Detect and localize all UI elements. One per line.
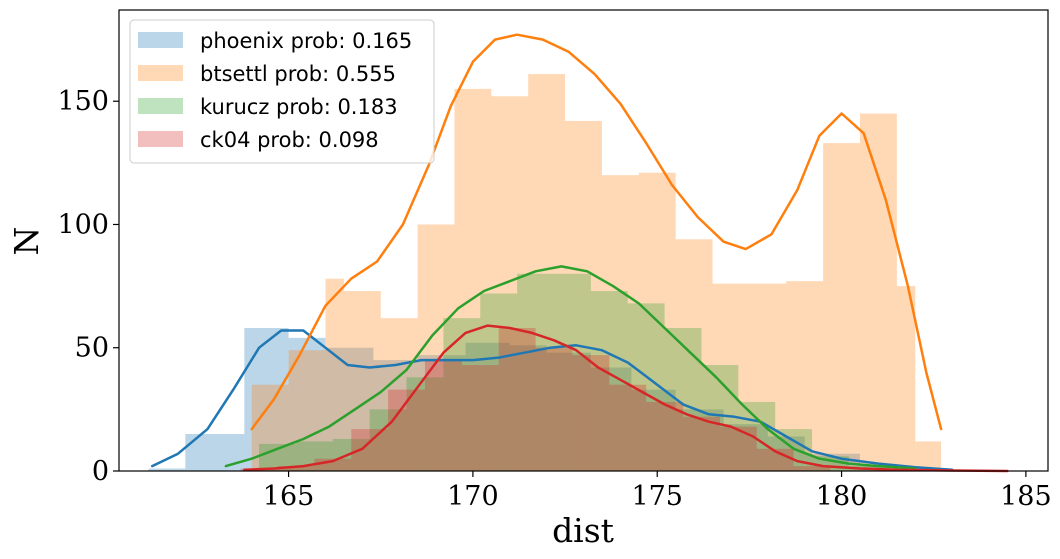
hist-bar-1-2 bbox=[325, 278, 344, 471]
hist-bar-2-7 bbox=[517, 273, 555, 471]
legend-label-1: btsettl prob: 0.555 bbox=[200, 62, 396, 86]
hist-bar-2-3 bbox=[369, 409, 407, 471]
hist-bar-3-12 bbox=[683, 416, 720, 471]
legend-label-0: phoenix prob: 0.165 bbox=[200, 29, 412, 53]
hist-bar-2-6 bbox=[480, 293, 518, 471]
hist-bar-1-7 bbox=[491, 96, 529, 472]
hist-bar-3-7 bbox=[498, 328, 536, 471]
x-tick-label-0: 165 bbox=[263, 481, 315, 512]
legend-swatch-1 bbox=[138, 65, 183, 81]
plot-frame bbox=[118, 9, 1049, 472]
kde-curves bbox=[150, 33, 1009, 473]
hist-bar-1-19 bbox=[915, 441, 942, 471]
hist-bar-1-1 bbox=[288, 350, 326, 471]
legend-frame bbox=[129, 19, 435, 164]
hist-bar-0-0 bbox=[148, 468, 186, 471]
hist-bar-0-10 bbox=[590, 367, 632, 471]
x-axis-title: dist bbox=[552, 511, 614, 550]
hist-bar-3-6 bbox=[461, 364, 499, 471]
x-tick-label-2: 175 bbox=[631, 481, 683, 512]
legend-label-3: ck04 prob: 0.098 bbox=[200, 128, 379, 152]
legend-swatch-3 bbox=[138, 131, 183, 147]
hist-bar-2-13 bbox=[738, 401, 776, 471]
hist-bar-3-1 bbox=[277, 466, 315, 471]
hist-bar-1-6 bbox=[454, 88, 492, 472]
hist-bar-1-13 bbox=[712, 283, 750, 471]
kde-line-2 bbox=[224, 265, 917, 470]
hist-bar-1-10 bbox=[601, 175, 639, 471]
x-tick-label-3: 180 bbox=[816, 481, 868, 512]
hist-bar-2-11 bbox=[664, 328, 702, 471]
hist-bar-2-5 bbox=[443, 318, 481, 471]
y-tick-label-3: 150 bbox=[57, 86, 109, 117]
y-tick-label-1: 50 bbox=[75, 333, 109, 364]
x-axis-ticks: 165 170 175 180 185 bbox=[263, 471, 1052, 512]
kde-line-0 bbox=[150, 329, 954, 472]
hist-bar-0-9 bbox=[546, 352, 591, 471]
y-tick-label-0: 0 bbox=[92, 456, 109, 487]
hist-bar-0-4 bbox=[325, 347, 374, 471]
hist-bar-1-3 bbox=[343, 291, 381, 471]
x-tick-label-4: 185 bbox=[1000, 481, 1052, 512]
hist-bar-3-9 bbox=[572, 355, 610, 471]
hist-bar-2-2 bbox=[332, 438, 370, 471]
kde-line-3 bbox=[243, 324, 1009, 473]
hist-bar-3-11 bbox=[646, 401, 684, 471]
legend: phoenix prob: 0.165 btsettl prob: 0.555 ku… bbox=[129, 19, 435, 164]
hist-bar-2-8 bbox=[554, 273, 591, 471]
y-tick-label-2: 100 bbox=[57, 209, 109, 240]
hist-bar-0-8 bbox=[509, 345, 547, 471]
legend-swatch-0 bbox=[138, 32, 183, 48]
hist-bar-1-18 bbox=[896, 286, 916, 471]
hist-bar-0-3 bbox=[288, 337, 326, 471]
hist-bar-1-9 bbox=[565, 120, 602, 472]
hist-bar-3-10 bbox=[609, 384, 647, 471]
hist-bar-1-16 bbox=[823, 143, 860, 472]
hist-bar-0-11 bbox=[631, 389, 676, 471]
hist-bar-3-15 bbox=[793, 466, 831, 471]
y-axis-ticks: 0 50 100 150 bbox=[57, 86, 119, 487]
legend-swatch-2 bbox=[138, 98, 183, 114]
hist-bar-3-5 bbox=[424, 360, 462, 471]
histogram-bars bbox=[148, 74, 953, 472]
kde-line-1 bbox=[250, 33, 943, 431]
hist-bar-0-7 bbox=[465, 342, 510, 471]
x-tick-label-1: 170 bbox=[447, 481, 499, 512]
hist-bar-3-8 bbox=[535, 347, 573, 471]
hist-bar-3-13 bbox=[719, 426, 757, 471]
legend-label-2: kurucz prob: 0.183 bbox=[200, 95, 398, 119]
hist-bar-1-17 bbox=[859, 113, 897, 472]
y-axis-title: N bbox=[7, 227, 46, 256]
